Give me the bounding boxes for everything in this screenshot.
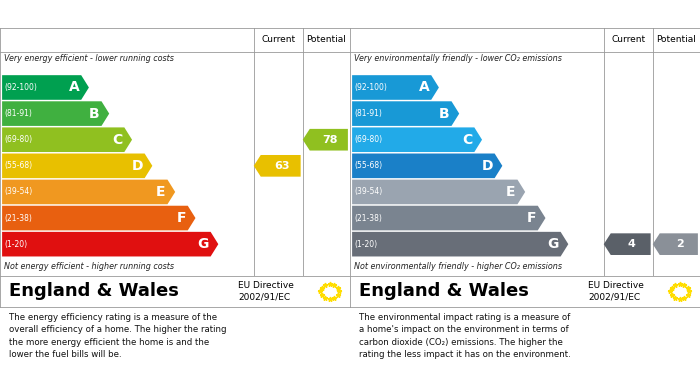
Text: England & Wales: England & Wales — [8, 282, 178, 300]
Polygon shape — [352, 127, 482, 152]
Polygon shape — [2, 179, 175, 204]
Text: G: G — [547, 237, 559, 251]
Text: Potential: Potential — [657, 36, 696, 45]
Text: (81-91): (81-91) — [354, 109, 382, 118]
Text: (81-91): (81-91) — [4, 109, 32, 118]
Text: B: B — [439, 107, 449, 120]
Polygon shape — [2, 206, 195, 230]
Text: Not environmentally friendly - higher CO₂ emissions: Not environmentally friendly - higher CO… — [354, 262, 562, 271]
Text: Not energy efficient - higher running costs: Not energy efficient - higher running co… — [4, 262, 174, 271]
Polygon shape — [2, 127, 132, 152]
Polygon shape — [2, 154, 153, 178]
Text: G: G — [197, 237, 209, 251]
Text: Potential: Potential — [307, 36, 346, 45]
Polygon shape — [2, 101, 109, 126]
Polygon shape — [652, 233, 698, 255]
Text: Very environmentally friendly - lower CO₂ emissions: Very environmentally friendly - lower CO… — [354, 54, 562, 63]
Text: E: E — [156, 185, 166, 199]
Polygon shape — [2, 232, 218, 256]
Text: A: A — [419, 81, 429, 95]
Polygon shape — [352, 154, 503, 178]
Text: Current: Current — [261, 36, 295, 45]
Text: F: F — [176, 211, 186, 225]
Text: (1-20): (1-20) — [354, 240, 377, 249]
Text: F: F — [526, 211, 536, 225]
Polygon shape — [352, 75, 439, 100]
Text: 63: 63 — [274, 161, 290, 171]
Text: (21-38): (21-38) — [4, 213, 32, 222]
Text: E: E — [506, 185, 516, 199]
Text: (92-100): (92-100) — [4, 83, 37, 92]
Text: The energy efficiency rating is a measure of the
overall efficiency of a home. T: The energy efficiency rating is a measur… — [8, 313, 226, 359]
Polygon shape — [302, 129, 348, 151]
Text: A: A — [69, 81, 79, 95]
Text: 2: 2 — [676, 239, 684, 249]
Text: (69-80): (69-80) — [354, 135, 382, 144]
Polygon shape — [603, 233, 651, 255]
Text: B: B — [89, 107, 99, 120]
Text: (39-54): (39-54) — [4, 187, 32, 196]
Text: (55-68): (55-68) — [354, 161, 382, 170]
Polygon shape — [2, 75, 89, 100]
Polygon shape — [253, 155, 301, 177]
Text: Energy Efficiency Rating: Energy Efficiency Rating — [8, 7, 172, 21]
Polygon shape — [352, 179, 525, 204]
Text: (92-100): (92-100) — [354, 83, 387, 92]
Text: D: D — [132, 159, 143, 173]
Polygon shape — [352, 101, 459, 126]
Text: 4: 4 — [628, 239, 636, 249]
Polygon shape — [352, 232, 568, 256]
Text: 78: 78 — [322, 135, 337, 145]
Polygon shape — [352, 206, 545, 230]
Text: D: D — [482, 159, 493, 173]
Text: (39-54): (39-54) — [354, 187, 382, 196]
Text: C: C — [112, 133, 122, 147]
Text: Environmental Impact (CO₂) Rating: Environmental Impact (CO₂) Rating — [358, 7, 591, 21]
Text: (69-80): (69-80) — [4, 135, 32, 144]
Text: Current: Current — [611, 36, 645, 45]
Text: Very energy efficient - lower running costs: Very energy efficient - lower running co… — [4, 54, 174, 63]
Text: C: C — [462, 133, 472, 147]
Text: England & Wales: England & Wales — [358, 282, 528, 300]
Text: The environmental impact rating is a measure of
a home's impact on the environme: The environmental impact rating is a mea… — [358, 313, 570, 359]
Text: (1-20): (1-20) — [4, 240, 27, 249]
Text: EU Directive
2002/91/EC: EU Directive 2002/91/EC — [238, 281, 294, 302]
Text: (55-68): (55-68) — [4, 161, 32, 170]
Text: (21-38): (21-38) — [354, 213, 382, 222]
Text: EU Directive
2002/91/EC: EU Directive 2002/91/EC — [588, 281, 644, 302]
